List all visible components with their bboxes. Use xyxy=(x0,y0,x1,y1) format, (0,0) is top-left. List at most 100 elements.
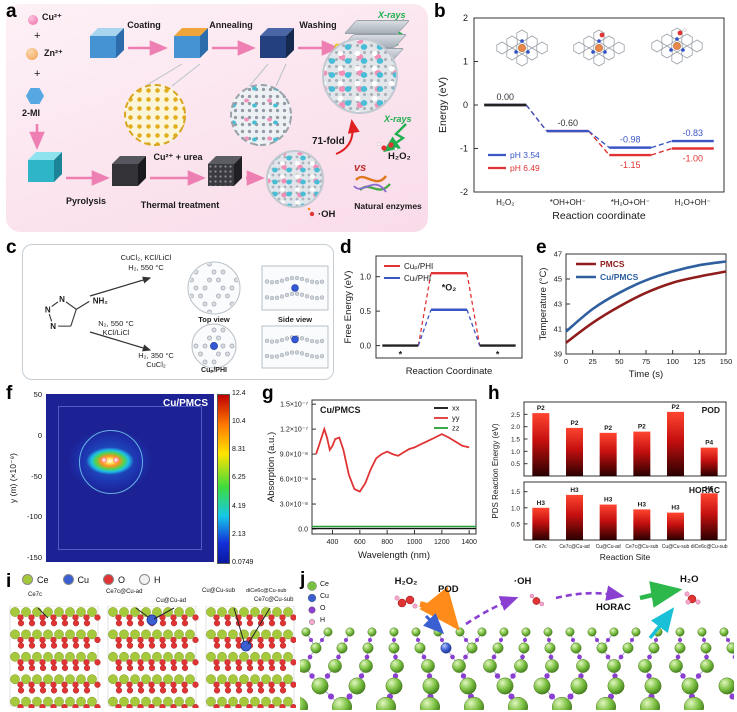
svg-text:P2: P2 xyxy=(537,405,545,412)
xrays-label-2: X-rays xyxy=(384,114,412,124)
j-pod-label: POD xyxy=(438,584,459,595)
svg-text:600: 600 xyxy=(354,539,366,546)
svg-text:1000: 1000 xyxy=(407,539,423,546)
j-horac-label: HORAC xyxy=(596,602,631,613)
panel-label-h: h xyxy=(488,383,500,404)
thermal-treatment-label: Thermal treatment xyxy=(140,200,220,210)
ce-atom-icon xyxy=(22,574,33,585)
j-legend-o: O xyxy=(320,605,326,612)
route3-conditions-2: CuCl₂ xyxy=(146,360,166,369)
svg-text:pH 6.49: pH 6.49 xyxy=(510,163,540,173)
energy-diagram-chart: -2 -1 0 1 2 0.00 -0.60 -0.98 -1.15 -0.83 -1.00 H₂O₂… xyxy=(437,13,725,222)
panel-i-structure-models: i Ce Cu O H Ce7c Ce7c@Cu-ad Cu@Cu-ad Cu@… xyxy=(6,571,298,710)
h-atom-icon xyxy=(139,574,151,585)
svg-text:xx: xx xyxy=(452,404,460,413)
svg-text:POD: POD xyxy=(702,405,720,415)
panel-label-e: e xyxy=(536,237,547,258)
annealed-cube xyxy=(260,28,294,58)
svg-text:9.0×10⁻⁸: 9.0×10⁻⁸ xyxy=(280,452,308,459)
2mi-label: 2-MI xyxy=(22,108,40,118)
route1-conditions-2: H₂, 550 °C xyxy=(128,263,164,272)
j-h2o2-label: H₂O₂ xyxy=(394,576,418,587)
panel-label-g: g xyxy=(262,383,274,404)
svg-text:100: 100 xyxy=(666,357,679,366)
route1-conditions-1: CuCl₂, KCl/LiCl xyxy=(120,253,172,262)
svg-text:P2: P2 xyxy=(638,424,646,431)
svg-text:-0.98: -0.98 xyxy=(620,135,641,145)
field-hotspot xyxy=(84,446,136,476)
svg-text:Temperature (°C): Temperature (°C) xyxy=(538,268,549,341)
svg-text:Energy (eV): Energy (eV) xyxy=(437,77,449,133)
svg-text:25: 25 xyxy=(588,357,596,366)
svg-text:H3: H3 xyxy=(604,497,613,504)
svg-text:H₂O₂: H₂O₂ xyxy=(496,198,514,207)
svg-text:Ce7c@Cu-sub: Ce7c@Cu-sub xyxy=(625,544,658,550)
h2o2-label: H₂O₂ xyxy=(388,151,411,162)
route2-conditions-2: KCl/LiCl xyxy=(102,328,130,337)
svg-text:0.5: 0.5 xyxy=(360,307,372,316)
atom-legend: Ce Cu O H xyxy=(22,574,161,585)
panel-label-a: a xyxy=(6,1,17,22)
temperature-chart: 0 25 50 75 100 125 150 39 41 43 45 47 PMCS Cu/PMCS Tim… xyxy=(538,250,732,381)
natural-enzymes-label: Natural enzymes xyxy=(354,201,422,211)
panel-label-f: f xyxy=(6,383,13,404)
svg-text:39: 39 xyxy=(554,350,562,359)
caption-cup-phi: Cuₚ/PHI xyxy=(201,367,227,374)
svg-text:H3: H3 xyxy=(570,487,579,494)
svg-text:-1.00: -1.00 xyxy=(682,154,703,164)
svg-text:Cu/PMCS: Cu/PMCS xyxy=(600,272,639,282)
j-legend-h: H xyxy=(320,617,326,624)
svg-text:1.5: 1.5 xyxy=(511,489,520,496)
caption-top-view: Top view xyxy=(198,315,230,324)
legend-o-label: O xyxy=(118,574,126,585)
svg-text:2.0: 2.0 xyxy=(511,424,520,431)
lattice-models xyxy=(9,606,296,708)
zn-ion-sphere xyxy=(26,48,38,60)
svg-text:-2: -2 xyxy=(460,187,468,197)
f-sample-label: Cu/PMCS xyxy=(163,398,208,409)
f-y-ticks: 50 0 -50 -100 -150 xyxy=(26,390,42,562)
panel-j-mechanism-scheme: j Ce Cu O H H₂O₂ POD ·OH HORAC H₂O xyxy=(300,569,734,710)
panel-h-reaction-energy-bars: h 0.5 1.0 1.5 2.0 2.5 P2 P2 P2 P2 P2 P4 POD 0.5 1.0 1.… xyxy=(488,383,734,570)
svg-text:diCe6c@Cu-sub: diCe6c@Cu-sub xyxy=(691,544,728,550)
svg-text:43: 43 xyxy=(554,300,562,309)
svg-text:1.5: 1.5 xyxy=(511,437,520,444)
svg-text:0.0: 0.0 xyxy=(360,342,372,351)
j-h2o-label: H₂O xyxy=(680,574,699,585)
zif-cube xyxy=(90,28,124,58)
svg-text:Ce7c@Cu-ad: Ce7c@Cu-ad xyxy=(559,544,590,550)
svg-text:PDS Reaction Energy (eV): PDS Reaction Energy (eV) xyxy=(491,423,500,518)
cu-ion-label: Cu²⁺ xyxy=(42,12,62,22)
svg-text:1.0: 1.0 xyxy=(360,273,372,282)
site-label-cu-cu-sub: Cu@Cu-sub xyxy=(202,588,236,594)
svg-text:1.0: 1.0 xyxy=(511,449,520,456)
svg-text:yy: yy xyxy=(452,414,460,423)
svg-text:PMCS: PMCS xyxy=(600,259,625,269)
absorption-chart: 400 600 800 1000 1200 1400 0.0 3.0×10⁻⁸ 6.0×10⁻⁸… xyxy=(266,399,477,561)
svg-text:P2: P2 xyxy=(571,420,579,427)
svg-text:125: 125 xyxy=(693,357,706,366)
svg-text:Cuₚ/PHI: Cuₚ/PHI xyxy=(404,262,433,271)
step-coating-label: Coating xyxy=(127,20,161,30)
svg-text:Cu@Cu-ad: Cu@Cu-ad xyxy=(596,544,621,550)
plus-sign-2: + xyxy=(34,68,41,80)
o-atom-icon xyxy=(103,574,115,585)
legend-cu-label: Cu xyxy=(77,574,90,585)
svg-text:P2: P2 xyxy=(672,404,680,411)
panel-label-j: j xyxy=(300,569,306,590)
svg-text:3.0×10⁻⁸: 3.0×10⁻⁸ xyxy=(280,502,308,509)
site-label-dice6c-cu-sub: diCe6c@Cu-sub xyxy=(246,588,287,594)
panel-f-field-simulation: f y (m) (×10⁻⁹) 50 0 -50 -100 -150 Cu/PMCS 1… xyxy=(6,383,258,570)
svg-text:400: 400 xyxy=(327,539,339,546)
panel-g-absorption-spectra: g 400 600 800 1000 1200 1400 0.0 3.0×10⁻⁸ 6.0×10… xyxy=(262,383,484,570)
svg-text:41: 41 xyxy=(554,325,562,334)
svg-text:-0.60: -0.60 xyxy=(557,118,578,128)
panel-label-i: i xyxy=(6,571,12,592)
svg-text:1.0: 1.0 xyxy=(511,505,520,512)
svg-text:45: 45 xyxy=(554,275,562,284)
svg-text:1400: 1400 xyxy=(461,539,477,546)
route3-conditions-1: H₂, 350 °C xyxy=(138,351,174,360)
svg-text:H3: H3 xyxy=(671,505,680,512)
pyrolyzed-cube xyxy=(112,156,146,186)
